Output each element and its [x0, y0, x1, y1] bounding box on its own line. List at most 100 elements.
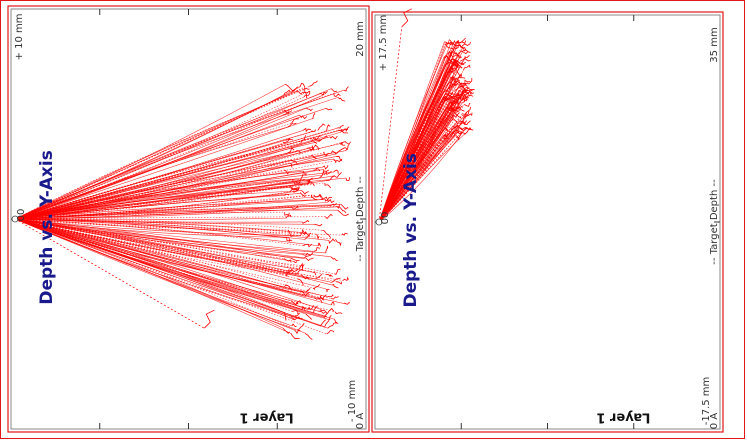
trace-line	[14, 114, 300, 220]
depth-tick-label: 0 A	[709, 413, 720, 430]
trace-tip	[325, 213, 333, 220]
trace-tip	[313, 270, 317, 276]
trace-tip	[464, 103, 471, 107]
trace-tip	[305, 257, 314, 262]
trace-tip	[283, 258, 292, 263]
trace-tip	[322, 229, 331, 238]
trace-tip	[456, 45, 465, 50]
trace-tip	[327, 322, 337, 329]
trace-line	[378, 94, 465, 223]
trace-tip	[320, 309, 328, 314]
trace-tip	[464, 58, 471, 62]
trace-tip	[285, 83, 296, 92]
trace-tip	[319, 319, 326, 327]
trace-tip	[330, 301, 335, 306]
trace-line	[14, 199, 322, 220]
trace-tip	[313, 247, 320, 252]
lateral-tick-label: -17.5 mm	[701, 377, 712, 426]
trace-tip	[343, 276, 349, 282]
trace-tip	[324, 182, 332, 189]
trace-tip	[302, 178, 311, 183]
trace-tip	[454, 61, 463, 69]
trace-line	[14, 218, 305, 240]
trace-line	[14, 129, 339, 220]
trace-line	[14, 87, 305, 220]
trace-tip	[446, 68, 455, 73]
trace-line	[14, 218, 335, 320]
trace-tip	[336, 158, 343, 163]
trace-tip	[305, 313, 313, 320]
trace-tip	[290, 257, 300, 262]
trace-tip	[304, 232, 312, 240]
trace-tip	[326, 330, 335, 335]
trace-tip	[335, 239, 342, 247]
trace-tip	[345, 177, 350, 182]
trace-tip	[464, 86, 475, 91]
trace-tip	[451, 75, 457, 81]
trace-tip	[314, 223, 323, 227]
trace-tip	[291, 309, 299, 315]
trace-tip	[343, 86, 349, 92]
trace-tip	[345, 141, 351, 151]
trace-tip	[455, 120, 462, 124]
trace-tip	[324, 318, 330, 327]
trace-tip	[282, 137, 291, 144]
trace-tip	[454, 85, 462, 92]
trace-line	[378, 92, 464, 223]
trace-tip	[443, 132, 451, 137]
trace-line	[14, 218, 323, 231]
trace-tip	[313, 193, 322, 198]
trace-line	[14, 218, 314, 314]
trace-tip	[334, 172, 342, 178]
trace-tip	[324, 196, 333, 202]
trace-tip	[315, 274, 323, 280]
trace-line	[14, 216, 326, 220]
trace-tip	[316, 234, 320, 240]
trace-tip	[292, 179, 298, 185]
trace-tip	[299, 82, 306, 88]
lateral-tick-label: 00	[380, 212, 391, 225]
trace-tip	[323, 151, 329, 157]
depth-tick-label: 0 A	[355, 413, 366, 430]
lateral-tick-label: + 10 mm	[14, 14, 25, 61]
trace-line	[14, 158, 334, 220]
trace-tip	[449, 39, 455, 46]
trace-tip	[325, 245, 329, 254]
trace-line	[14, 155, 311, 220]
trace-tip	[296, 300, 302, 305]
trace-tip	[456, 76, 466, 80]
trace-tip	[310, 129, 316, 133]
trace-line	[378, 129, 466, 223]
trace-tip	[311, 144, 319, 151]
trace-tip	[460, 82, 467, 86]
trace-tip	[290, 159, 298, 164]
trace-tip	[333, 158, 338, 163]
trace-line	[14, 190, 294, 220]
trace-line	[14, 218, 317, 235]
trace-tip	[333, 318, 339, 325]
trace-line	[14, 114, 284, 220]
trace-line	[14, 93, 320, 220]
trace-line	[14, 218, 292, 272]
trace-tip	[314, 297, 323, 303]
trace-tip	[303, 171, 307, 176]
trace-tip	[317, 123, 326, 131]
trace-tip	[303, 89, 308, 99]
trace-tip	[303, 91, 311, 98]
trace-tip	[462, 111, 467, 118]
trace-tip	[444, 42, 453, 46]
trace-tip	[296, 323, 305, 331]
trace-tip	[337, 209, 350, 216]
trace-line	[14, 139, 286, 220]
trace-line	[14, 218, 309, 310]
trace-line	[378, 99, 444, 223]
trace-tip	[309, 181, 315, 187]
trace-tip	[465, 112, 473, 117]
lateral-tick-label: + 17.5 mm	[378, 15, 389, 71]
trace-tip	[454, 52, 462, 59]
trace-tip	[310, 154, 317, 160]
trace-tip	[461, 120, 467, 125]
outlier-trace	[378, 26, 403, 223]
trace-tip	[304, 292, 310, 297]
trace-tip	[444, 127, 449, 133]
